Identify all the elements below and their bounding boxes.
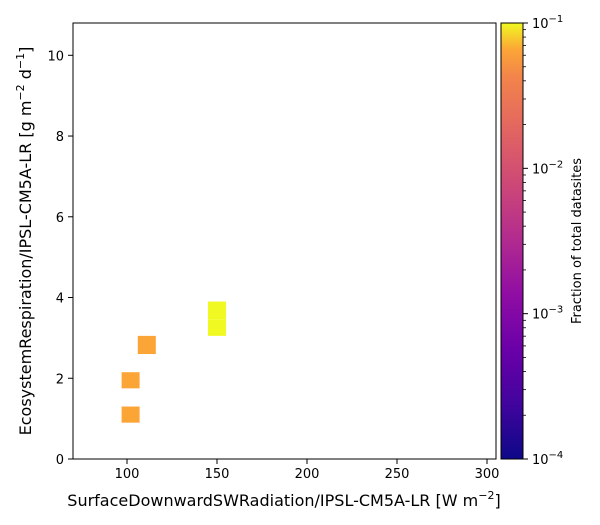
y-tick-label: 6	[56, 211, 64, 226]
y-tick-label: 0	[56, 453, 64, 468]
heatmap-cell-4	[208, 301, 226, 320]
x-axis-ticks: 100 150 200 250 300	[115, 459, 500, 482]
colorbar-tick-label: 10−3	[532, 305, 563, 323]
colorbar-gradient	[501, 23, 523, 459]
x-axis-label: SurfaceDownwardSWRadiation/IPSL-CM5A-LR …	[67, 489, 500, 510]
x-tick-label: 200	[295, 467, 320, 482]
plot-frame	[72, 22, 497, 460]
heatmap-cell-3	[208, 319, 226, 336]
heatmap-cell-2	[137, 335, 156, 355]
x-tick-label: 250	[385, 467, 410, 482]
x-tick-label: 150	[205, 467, 230, 482]
y-tick-label: 10	[47, 49, 64, 64]
colorbar: 10−4 10−3 10−2 10−1 Fraction of total datas…	[500, 14, 585, 468]
colorbar-tick-label: 10−1	[532, 14, 563, 32]
x-tick-label: 100	[115, 467, 140, 482]
y-axis-label: EcosystemRespiration/IPSL-CM5A-LR [g m−2…	[14, 47, 35, 436]
colorbar-ticks: 10−4 10−3 10−2 10−1	[523, 14, 563, 468]
heatmap-cell-1	[121, 372, 140, 389]
colorbar-frame	[500, 22, 524, 460]
colorbar-tick-label: 10−2	[532, 159, 563, 177]
x-tick-label: 300	[475, 467, 500, 482]
colorbar-label: Fraction of total datasites	[570, 158, 585, 324]
colorbar-tick-label: 10−4	[532, 450, 563, 468]
heatmap-cell-0	[121, 406, 140, 423]
y-tick-label: 8	[56, 130, 64, 145]
heatmap-cells	[121, 301, 226, 423]
y-tick-label: 4	[56, 292, 64, 307]
y-axis-ticks: 0 2 4 6 8 10	[47, 49, 73, 468]
y-tick-label: 2	[56, 372, 64, 387]
